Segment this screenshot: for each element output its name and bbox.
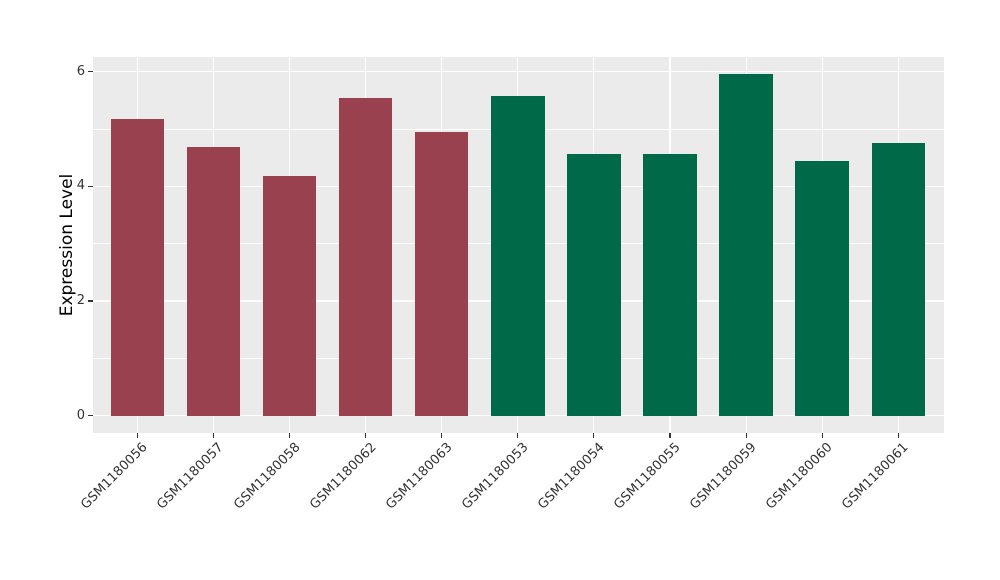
x-tick-label: GSM1180061 bbox=[839, 440, 912, 513]
y-tick-label: 6 bbox=[76, 63, 85, 79]
y-tick-mark bbox=[88, 415, 93, 417]
plot-panel bbox=[92, 56, 944, 434]
y-tick-label: 0 bbox=[76, 407, 85, 423]
x-tick-label: GSM1180063 bbox=[382, 440, 456, 513]
x-tick-mark bbox=[897, 433, 899, 438]
x-tick-label: GSM1180060 bbox=[763, 440, 836, 513]
x-tick-mark bbox=[441, 433, 443, 438]
x-tick-mark bbox=[288, 433, 291, 438]
bar-GSM1180061 bbox=[871, 142, 926, 416]
bar-GSM1180057 bbox=[186, 146, 241, 416]
bar-GSM1180053 bbox=[491, 96, 545, 416]
x-tick-mark bbox=[669, 433, 671, 438]
bar-GSM1180058 bbox=[262, 176, 317, 416]
y-tick-mark bbox=[88, 300, 93, 302]
x-tick-mark bbox=[136, 433, 138, 438]
x-tick-label: GSM1180054 bbox=[535, 440, 608, 513]
x-tick-label: GSM1180053 bbox=[458, 440, 532, 513]
y-tick-label: 2 bbox=[76, 293, 85, 309]
bar-GSM1180062 bbox=[338, 97, 393, 416]
bar-GSM1180055 bbox=[643, 153, 697, 416]
bar-GSM1180063 bbox=[414, 132, 469, 416]
y-axis-title: Expression Level bbox=[57, 173, 77, 317]
x-tick-label: GSM1180058 bbox=[230, 440, 304, 513]
x-tick-label: GSM1180056 bbox=[78, 440, 151, 513]
x-tick-label: GSM1180059 bbox=[687, 440, 760, 513]
x-tick-mark bbox=[517, 433, 519, 438]
x-tick-mark bbox=[365, 433, 367, 438]
x-tick-mark bbox=[212, 433, 214, 438]
y-tick-mark bbox=[88, 71, 93, 73]
bar-GSM1180060 bbox=[795, 161, 849, 416]
x-tick-label: GSM1180055 bbox=[611, 440, 684, 513]
x-tick-mark bbox=[821, 433, 823, 438]
x-tick-mark bbox=[593, 433, 595, 438]
bar-GSM1180056 bbox=[110, 118, 165, 416]
x-tick-mark bbox=[745, 433, 747, 438]
bar-GSM1180059 bbox=[719, 74, 773, 416]
y-tick-mark bbox=[88, 185, 93, 187]
x-tick-label: GSM1180057 bbox=[154, 440, 227, 513]
x-tick-label: GSM1180062 bbox=[306, 440, 380, 513]
bar-GSM1180054 bbox=[567, 154, 621, 416]
y-tick-label: 4 bbox=[76, 178, 85, 194]
